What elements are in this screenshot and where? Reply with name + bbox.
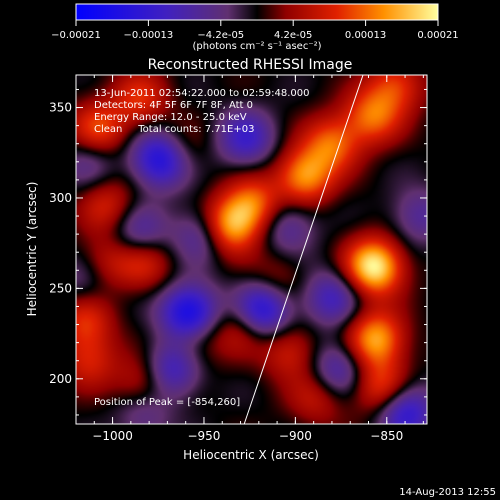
colorbar-tick-label: 4.2e-05 bbox=[274, 30, 312, 41]
annotation-clean-counts: Clean Total counts: 7.71E+03 bbox=[94, 124, 255, 135]
solar-limb-line bbox=[243, 75, 364, 424]
x-tick-label: −950 bbox=[187, 429, 220, 443]
x-tick-label: −1000 bbox=[92, 429, 133, 443]
axis-ticks: −1000 −950 −900 −850 200 250 300 350 bbox=[49, 75, 427, 443]
annotation-time-range: 13-Jun-2011 02:54:22.000 to 02:59:48.000 bbox=[94, 88, 310, 99]
y-tick-label: 350 bbox=[49, 101, 72, 115]
colorbar-tick-label: −0.00013 bbox=[124, 30, 174, 41]
chart-title: Reconstructed RHESSI Image bbox=[148, 57, 353, 73]
annotation-energy-range: Energy Range: 12.0 - 25.0 keV bbox=[94, 112, 247, 123]
y-tick-label: 250 bbox=[49, 281, 72, 295]
colorbar-tick-label: −0.00021 bbox=[51, 30, 101, 41]
heatmap-image bbox=[76, 75, 427, 424]
x-tick-label: −900 bbox=[279, 429, 312, 443]
y-axis-label: Heliocentric Y (arcsec) bbox=[25, 182, 39, 317]
colorbar-tick-label: 0.00021 bbox=[417, 30, 458, 41]
footer-timestamp: 14-Aug-2013 12:55 bbox=[399, 487, 496, 498]
y-tick-label: 200 bbox=[49, 372, 72, 386]
colorbar-tick-label: 0.00013 bbox=[345, 30, 386, 41]
x-tick-label: −850 bbox=[370, 429, 403, 443]
y-tick-label: 300 bbox=[49, 191, 72, 205]
plot-frame bbox=[75, 74, 428, 425]
peak-position-label: Position of Peak = [-854,260] bbox=[94, 397, 241, 408]
colorbar-unit-label: (photons cm⁻² s⁻¹ asec⁻²) bbox=[192, 41, 321, 52]
x-axis-label: Heliocentric X (arcsec) bbox=[183, 448, 319, 462]
colorbar-ticks: −0.00021 −0.00013 −4.2e-05 4.2e-05 0.00013 0.… bbox=[51, 20, 459, 41]
colorbar-tick-label: −4.2e-05 bbox=[197, 30, 244, 41]
annotation-detectors: Detectors: 4F 5F 6F 7F 8F, Att 0 bbox=[94, 100, 254, 111]
colorbar bbox=[75, 3, 439, 21]
